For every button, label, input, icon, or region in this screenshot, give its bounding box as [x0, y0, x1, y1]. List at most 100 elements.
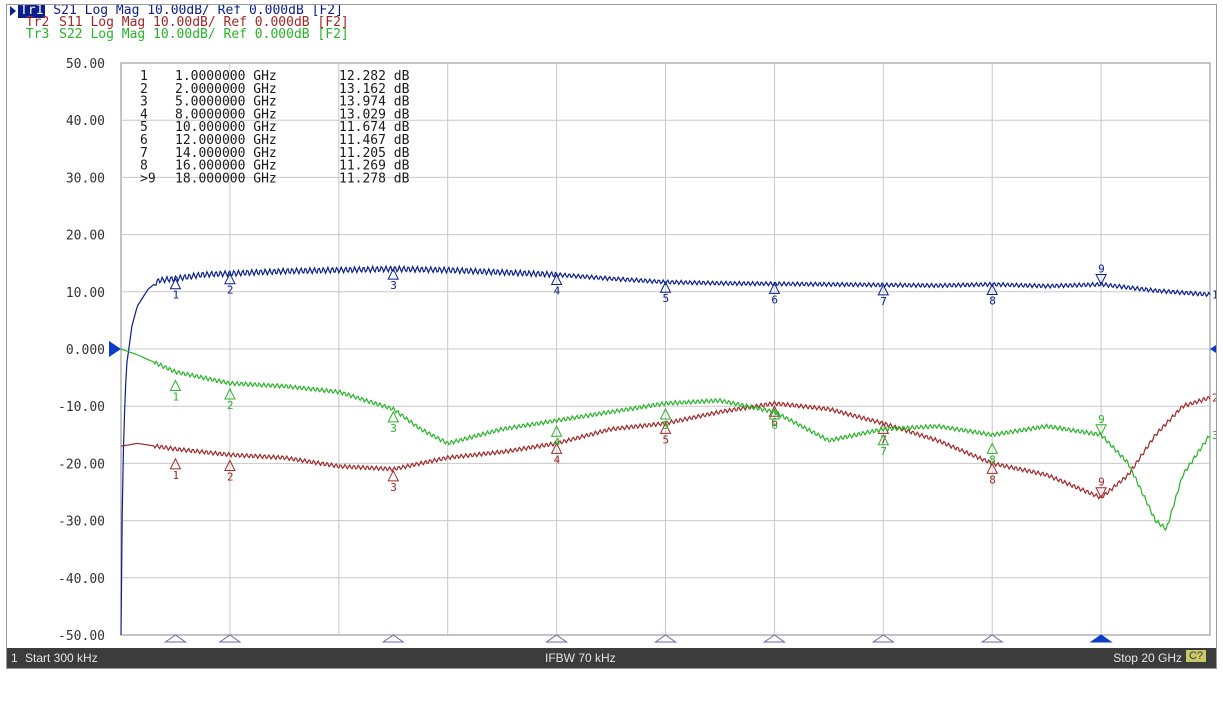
marker-number: 4: [554, 284, 561, 297]
marker-number: 2: [227, 284, 234, 297]
trace-settings: S22 Log Mag 10.00dB/ Ref 0.000dB [F2]: [51, 27, 349, 42]
marker-icon: [768, 405, 781, 417]
marker-number: 5: [663, 419, 670, 432]
marker-row-value: 13.162 dB: [339, 82, 410, 97]
trace-header-tr3[interactable]: Tr3 S22 Log Mag 10.00dB/ Ref 0.000dB [F2…: [10, 27, 349, 42]
marker-icon: [877, 283, 890, 296]
marker-number: 1: [172, 390, 179, 403]
marker-number: 4: [554, 453, 561, 466]
trace-header-tr2[interactable]: Tr2 S11 Log Mag 10.00dB/ Ref 0.000dB [F2…: [10, 15, 349, 30]
marker-row-value: 13.029 dB: [339, 107, 410, 122]
marker-icon: [169, 457, 182, 470]
y-tick-label: -10.00: [58, 400, 105, 415]
marker-1-s22: 1: [169, 379, 182, 403]
marker-number: 2: [227, 399, 234, 412]
marker-row-num: 7: [140, 146, 148, 161]
trace-s22: [120, 348, 1211, 532]
trace-end-label: 3: [1212, 429, 1217, 442]
marker-7-s21: 7: [877, 283, 890, 308]
marker-number: 8: [989, 473, 996, 486]
ref-level-right-arrow-icon: [1210, 345, 1216, 353]
y-tick-label: 0.000: [66, 343, 105, 358]
y-tick-label: 30.00: [66, 171, 105, 186]
marker-3-s21: 3: [387, 267, 400, 292]
marker-number: 7: [880, 295, 887, 308]
marker-row-freq: 18.000000 GHz: [175, 171, 277, 186]
marker-row-num: 8: [140, 159, 148, 174]
trace-settings: S21 Log Mag 10.00dB/ Ref 0.000dB [F2]: [45, 4, 343, 18]
marker-number: 7: [880, 433, 887, 446]
marker-icon: [986, 283, 999, 296]
marker-9-s22: 9: [1095, 413, 1107, 436]
marker-row-value: 11.269 dB: [339, 159, 410, 174]
marker-6-s21: 6: [768, 282, 781, 306]
trace-tag[interactable]: Tr1: [18, 4, 46, 18]
marker-icon: [659, 407, 672, 420]
marker-number: 5: [663, 292, 670, 305]
calibration-badge[interactable]: C?: [1185, 650, 1206, 662]
marker-icon: [169, 379, 182, 391]
marker-icon: [659, 281, 672, 293]
trace-header-tr1[interactable]: Tr1 S21 Log Mag 10.00dB/ Ref 0.000dB [F2…: [10, 4, 343, 18]
marker-8-s21: 8: [986, 283, 999, 308]
marker-row-freq: 12.000000 GHz: [175, 133, 277, 148]
marker-6-s11: 6: [768, 405, 781, 429]
ifbw-setting[interactable]: IFBW 70 kHz: [545, 651, 616, 665]
y-tick-label: 50.00: [66, 57, 105, 72]
marker-2-position-icon: [218, 634, 242, 643]
marker-6-s22: 6: [768, 407, 781, 432]
marker-row-freq: 8.0000000 GHz: [175, 107, 277, 122]
marker-icon: [224, 459, 236, 472]
marker-1-s21: 1: [169, 277, 182, 302]
marker-row-num: 4: [140, 107, 148, 122]
trace-plot[interactable]: 50.00 40.00 30.00 20.00 10.00 0.000 -10.00 -20.…: [7, 5, 1217, 650]
marker-row-value: 11.205 dB: [339, 146, 410, 161]
marker-icon: [768, 407, 781, 420]
marker-number: 2: [227, 471, 234, 484]
marker-row-num: >9: [140, 171, 156, 186]
marker-icon: [224, 272, 236, 285]
marker-row-value: 12.282 dB: [339, 69, 410, 84]
marker-active-icon: [1095, 487, 1107, 499]
marker-icon: [550, 425, 563, 437]
active-trace-arrow-icon: [10, 5, 16, 16]
marker-number: 8: [989, 453, 996, 466]
marker-number: 5: [663, 433, 670, 446]
trace-end-label: 1: [1212, 289, 1217, 302]
trace-settings: S11 Log Mag 10.00dB/ Ref 0.000dB [F2]: [51, 15, 349, 30]
marker-4-position-icon: [545, 634, 569, 643]
marker-number: 6: [771, 293, 778, 306]
stop-frequency[interactable]: Stop 20 GHz: [1113, 651, 1182, 665]
marker-9-s11: 9: [1095, 476, 1107, 499]
trace-tag[interactable]: Tr3: [25, 27, 50, 42]
marker-number: 3: [390, 422, 397, 435]
vna-screen: Tr1 S21 Log Mag 10.00dB/ Ref 0.000dB [F2…: [6, 4, 1217, 669]
marker-active-icon: [1095, 273, 1107, 286]
marker-icon: [768, 282, 781, 294]
marker-row-freq: 16.000000 GHz: [175, 159, 277, 174]
y-tick-label: -40.00: [58, 572, 105, 587]
marker-icon: [986, 442, 999, 454]
trace-tag[interactable]: Tr2: [25, 15, 50, 30]
marker-1-position-icon: [163, 634, 188, 643]
channel-number[interactable]: 1: [11, 651, 18, 665]
marker-icon: [550, 442, 563, 454]
marker-number: 8: [989, 295, 996, 308]
marker-row-freq: 1.0000000 GHz: [175, 69, 277, 84]
marker-3-position-icon: [381, 634, 405, 643]
marker-row-freq: 2.0000000 GHz: [175, 82, 277, 97]
marker-1-s11: 1: [169, 457, 182, 482]
marker-8-position-icon: [980, 634, 1004, 643]
marker-number: 9: [1098, 476, 1105, 489]
marker-row-num: 1: [140, 69, 148, 84]
marker-4-s11: 4: [550, 442, 563, 466]
marker-number: 3: [390, 279, 397, 292]
marker-row-freq: 5.0000000 GHz: [175, 95, 277, 110]
y-tick-label: 10.00: [66, 286, 105, 301]
marker-number: 6: [771, 416, 778, 429]
marker-2-s22: 2: [224, 387, 236, 412]
marker-number: 9: [1098, 262, 1105, 275]
marker-5-s21: 5: [659, 281, 672, 305]
y-tick-label: 20.00: [66, 229, 105, 244]
start-frequency[interactable]: Start 300 kHz: [25, 651, 98, 665]
